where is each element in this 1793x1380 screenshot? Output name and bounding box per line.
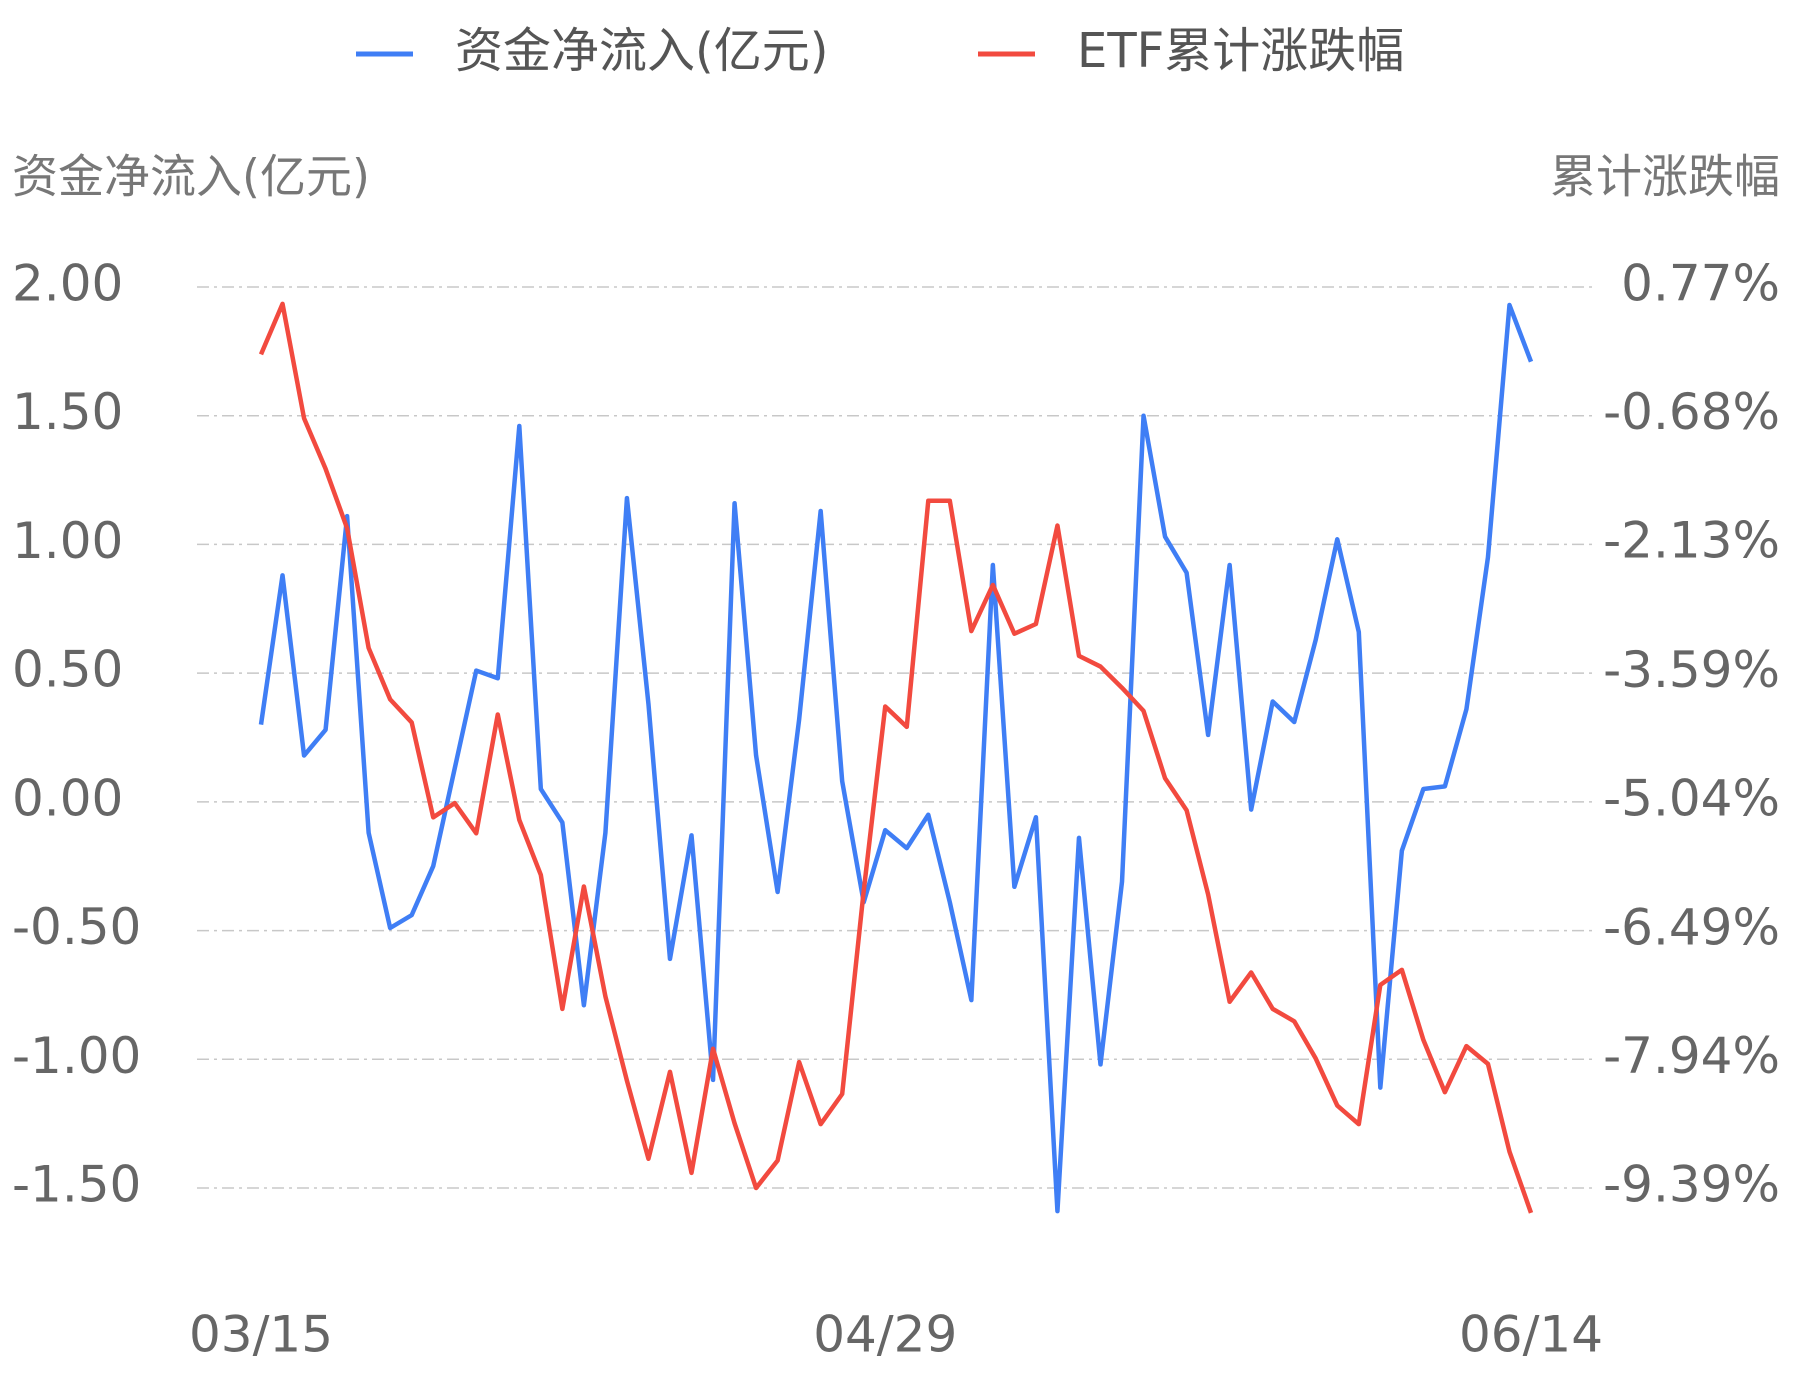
x-tick-label: 03/15 <box>189 1306 333 1364</box>
y-axis-title: 资金净流入(亿元) <box>12 150 370 204</box>
y2-tick-label: -3.59% <box>1603 641 1780 699</box>
y-tick-label: 0.50 <box>12 641 123 699</box>
y2-tick-label: -5.04% <box>1603 770 1780 828</box>
x-tick-label: 04/29 <box>813 1306 957 1364</box>
y2-tick-label: -7.94% <box>1603 1027 1780 1085</box>
legend-label: 资金净流入(亿元) <box>455 23 828 79</box>
y2-axis-title: 累计涨跌幅 <box>1550 150 1780 204</box>
legend-label: ETF累计涨跌幅 <box>1077 23 1404 79</box>
series-line <box>258 302 1534 1214</box>
y-tick-label: 1.00 <box>12 512 123 570</box>
y-tick-label: 1.50 <box>12 383 123 441</box>
y-tick-label: -0.50 <box>12 898 141 956</box>
y-tick-label: -1.50 <box>12 1156 141 1214</box>
y-tick-label: 2.00 <box>12 255 123 313</box>
y2-tick-label: -2.13% <box>1603 512 1780 570</box>
x-tick-label: 06/14 <box>1459 1306 1603 1364</box>
y2-tick-label: -9.39% <box>1603 1156 1780 1214</box>
y2-tick-label: -6.49% <box>1603 898 1780 956</box>
series-line <box>258 301 1534 1214</box>
y-tick-label: 0.00 <box>12 769 123 827</box>
y2-tick-label: 0.77% <box>1621 255 1780 313</box>
y-tick-label: -1.00 <box>12 1027 141 1085</box>
y2-tick-label: -0.68% <box>1603 383 1780 441</box>
